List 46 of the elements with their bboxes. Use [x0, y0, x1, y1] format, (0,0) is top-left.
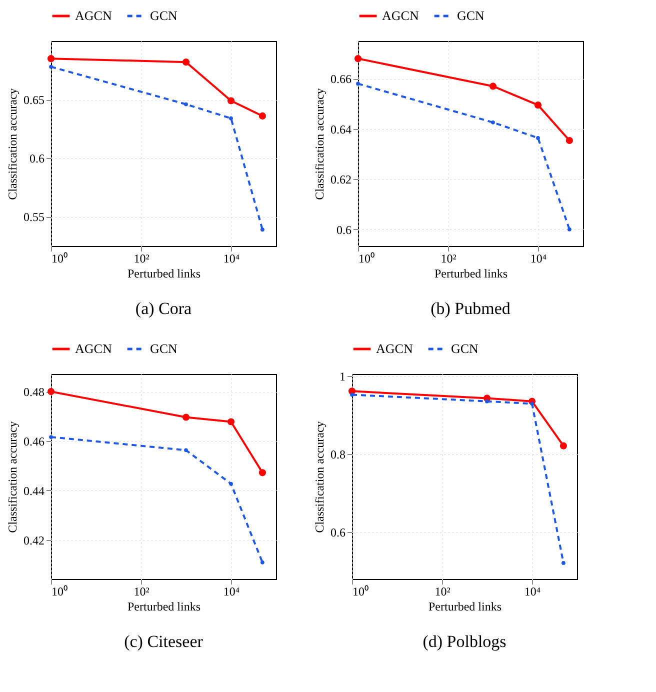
text: (c) Citeseer — [124, 632, 204, 651]
legend-label: AGCN — [382, 8, 420, 23]
x-tick-label: 10⁴ — [223, 584, 240, 598]
y-tick-label: 0.48 — [24, 385, 44, 400]
text: (d) Polblogs — [422, 632, 506, 651]
legend-label: GCN — [150, 8, 178, 23]
x-tick-label: 10² — [134, 252, 150, 266]
legend-label: GCN — [451, 341, 480, 356]
x-tick-label: 10⁴ — [524, 584, 541, 598]
y-tick-label: 0.8 — [330, 448, 346, 462]
x-axis-title: Perturbed links — [128, 600, 201, 614]
y-tick-label: 0.64 — [330, 122, 352, 136]
legend-label: AGCN — [75, 8, 112, 23]
x-tick-label: 10² — [434, 584, 451, 598]
x-tick-label: 10² — [440, 252, 457, 266]
x-tick-label: 10⁰ — [52, 252, 68, 266]
y-tick-label: 0.55 — [24, 210, 44, 224]
y-axis-title: Classification accuracy — [312, 88, 326, 200]
x-axis-title: Perturbed links — [434, 266, 508, 280]
y-tick-label: 0.65 — [24, 93, 44, 108]
x-tick-label: 10² — [134, 584, 150, 598]
x-tick-label: 10⁰ — [352, 584, 368, 598]
text: (b) Pubmed — [430, 299, 511, 318]
legend-label: AGCN — [376, 341, 414, 356]
legend-label: GCN — [457, 8, 486, 23]
y-axis-title: Classification accuracy — [6, 88, 20, 200]
y-axis-title: Classification accuracy — [312, 421, 326, 533]
x-tick-label: 10⁰ — [52, 584, 68, 598]
y-tick-label: 1 — [340, 369, 346, 384]
legend-label: AGCN — [75, 341, 112, 356]
y-tick-label: 0.6 — [30, 152, 44, 166]
x-axis-title: Perturbed links — [428, 600, 502, 614]
y-axis-title: Classification accuracy — [6, 421, 20, 533]
legend-label: GCN — [150, 341, 178, 356]
y-tick-label: 0.66 — [330, 72, 352, 86]
y-tick-label: 0.42 — [24, 533, 44, 548]
y-tick-label: 0.62 — [330, 172, 352, 187]
y-tick-label: 0.6 — [330, 526, 346, 540]
y-tick-label: 0.44 — [24, 484, 44, 498]
x-tick-label: 10⁰ — [358, 252, 374, 266]
y-tick-label: 0.6 — [336, 222, 352, 237]
x-tick-label: 10⁴ — [530, 252, 547, 266]
text: (a) Cora — [135, 299, 192, 318]
x-tick-label: 10⁴ — [223, 252, 240, 266]
y-tick-label: 0.46 — [24, 434, 44, 449]
x-axis-title: Perturbed links — [128, 266, 201, 280]
